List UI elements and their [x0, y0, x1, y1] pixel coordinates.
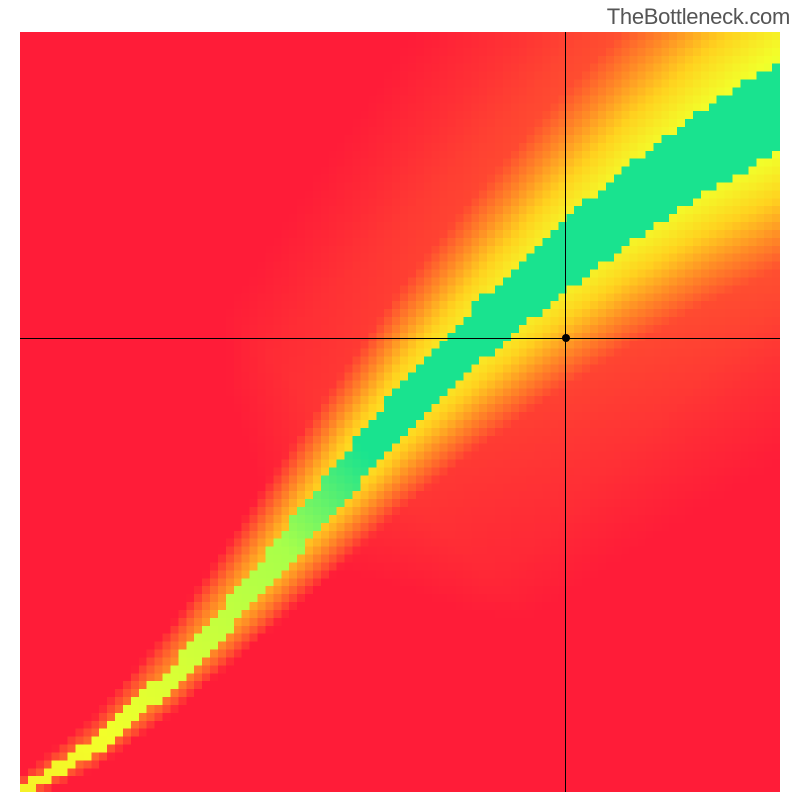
- watermark-text: TheBottleneck.com: [607, 4, 790, 30]
- heatmap-plot: [20, 32, 780, 792]
